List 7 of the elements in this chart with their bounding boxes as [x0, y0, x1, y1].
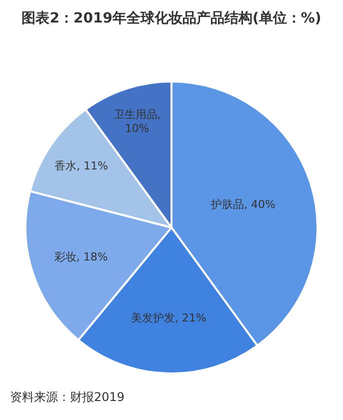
slice-label: 卫生用品, 10%: [113, 108, 161, 136]
slice-label: 美发护发, 21%: [130, 311, 206, 324]
slice-label: 彩妆, 18%: [54, 250, 108, 264]
text: 资料来源：财报2019: [10, 390, 125, 404]
chart-title: 图表2：2019年全球化妆品产品结构(单位：%): [22, 9, 322, 26]
slice-label: 护肤品, 40%: [210, 198, 276, 211]
slice-label: 香水, 11%: [54, 160, 108, 173]
